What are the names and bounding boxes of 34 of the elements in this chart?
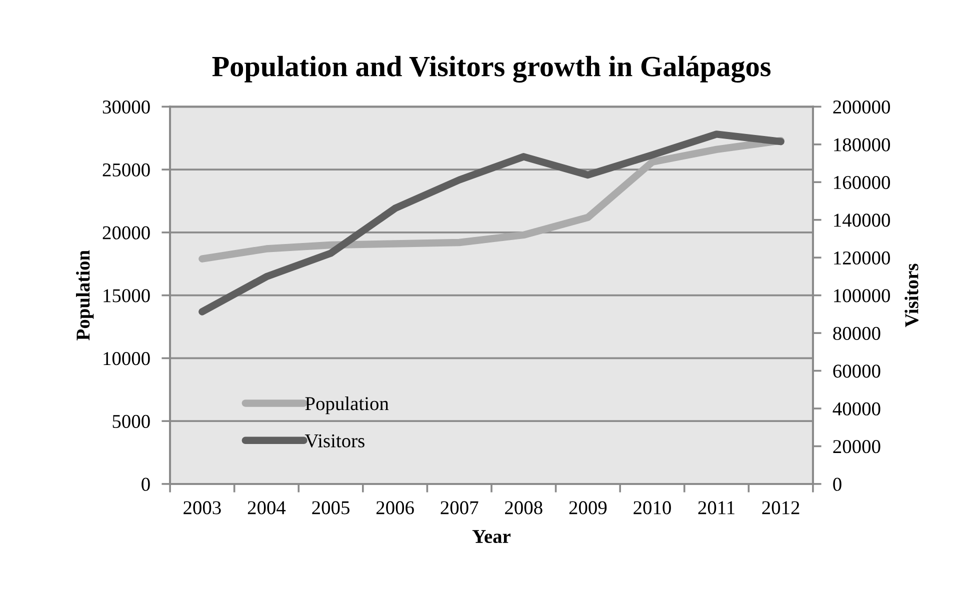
x-tick-label: 2004 [248, 501, 286, 514]
x-tick-label: 2009 [569, 501, 607, 514]
y-tick-label: 15000 [104, 289, 150, 302]
y2-tick-label: 180000 [834, 138, 890, 152]
y2-tick-label: 120000 [834, 251, 890, 265]
y2-tick-label: 60000 [833, 364, 880, 378]
y-tick-label: 10000 [104, 352, 150, 366]
y2-tick-label: 0 [833, 478, 842, 491]
y-axis-title: Population [76, 250, 94, 340]
y-tick-label: 25000 [102, 163, 150, 176]
y-tick-label: 20000 [102, 226, 150, 240]
y-tick-label: 5000 [112, 414, 150, 428]
y-tick-label: 0 [142, 478, 150, 491]
legend-label: Visitors [304, 434, 364, 448]
x-tick-label: 2010 [634, 501, 671, 514]
y2-tick-label: 40000 [832, 402, 880, 416]
y2-tick-label: 160000 [834, 176, 890, 190]
y2-tick-label: 200000 [833, 100, 890, 114]
y2-tick-label: 80000 [833, 326, 880, 340]
x-tick-label: 2012 [762, 501, 800, 514]
legend-label: Population [305, 396, 389, 414]
x-tick-label: 2007 [440, 501, 478, 514]
y2-tick-label: 140000 [834, 214, 890, 227]
x-tick-label: 2006 [376, 501, 414, 514]
chart-title: Population and Visitors growth in Galápagos [212, 56, 771, 83]
y-tick-label: 30000 [102, 100, 150, 114]
x-tick-label: 2011 [698, 501, 734, 514]
x-axis-title: Year [472, 530, 511, 544]
x-tick-label: 2008 [505, 501, 542, 514]
y2-axis-title: Visitors [904, 264, 918, 328]
x-tick-label: 2003 [184, 501, 221, 514]
y2-tick-label: 100000 [834, 289, 890, 302]
x-tick-label: 2005 [312, 501, 350, 514]
y2-tick-label: 20000 [833, 440, 880, 454]
